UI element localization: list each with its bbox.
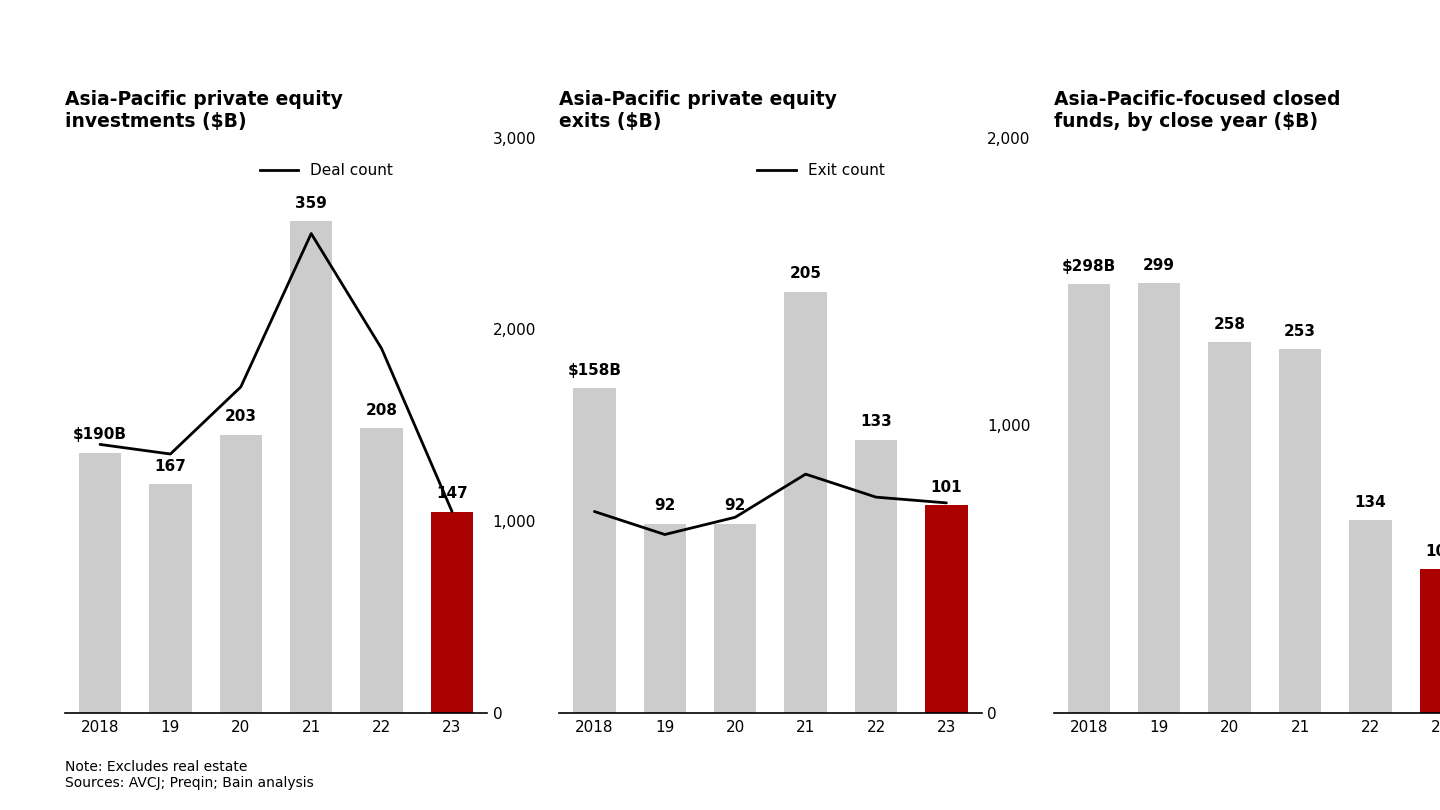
Bar <box>855 440 897 713</box>
Text: 147: 147 <box>436 486 468 501</box>
Text: Asia-Pacific private equity
exits ($B): Asia-Pacific private equity exits ($B) <box>559 90 837 130</box>
Text: 208: 208 <box>366 403 397 418</box>
Text: $158B: $158B <box>567 363 622 378</box>
Text: 133: 133 <box>860 414 891 429</box>
Text: 258: 258 <box>1214 317 1246 331</box>
Bar <box>926 505 968 713</box>
Bar <box>714 524 756 713</box>
Text: Note: Excludes real estate
Sources: AVCJ; Preqin; Bain analysis: Note: Excludes real estate Sources: AVCJ… <box>65 760 314 790</box>
Legend: Deal count: Deal count <box>253 157 399 184</box>
Bar <box>289 221 333 713</box>
Text: 92: 92 <box>724 498 746 514</box>
Text: 92: 92 <box>654 498 675 514</box>
Text: 205: 205 <box>789 266 822 281</box>
Bar <box>150 484 192 713</box>
Bar <box>360 428 403 713</box>
Text: $298B: $298B <box>1061 259 1116 274</box>
Text: 359: 359 <box>295 196 327 211</box>
Bar <box>644 524 685 713</box>
Legend: Exit count: Exit count <box>752 157 891 184</box>
Text: Asia-Pacific private equity
investments ($B): Asia-Pacific private equity investments … <box>65 90 343 130</box>
Text: 100: 100 <box>1426 544 1440 559</box>
Text: $190B: $190B <box>73 428 127 442</box>
Bar <box>1349 520 1391 713</box>
Bar <box>1138 283 1181 713</box>
Text: 134: 134 <box>1355 495 1387 509</box>
Text: 253: 253 <box>1284 324 1316 339</box>
Bar <box>431 512 474 713</box>
Bar <box>785 292 827 713</box>
Bar <box>220 435 262 713</box>
Bar <box>573 388 615 713</box>
Text: 167: 167 <box>154 458 186 474</box>
Bar <box>1208 342 1251 713</box>
Bar <box>79 453 121 713</box>
Text: 203: 203 <box>225 410 256 424</box>
Text: 101: 101 <box>930 480 962 495</box>
Text: 299: 299 <box>1143 258 1175 272</box>
Bar <box>1279 349 1320 713</box>
Bar <box>1067 284 1110 713</box>
Text: Asia-Pacific-focused closed
funds, by close year ($B): Asia-Pacific-focused closed funds, by cl… <box>1054 90 1341 130</box>
Bar <box>1420 569 1440 713</box>
